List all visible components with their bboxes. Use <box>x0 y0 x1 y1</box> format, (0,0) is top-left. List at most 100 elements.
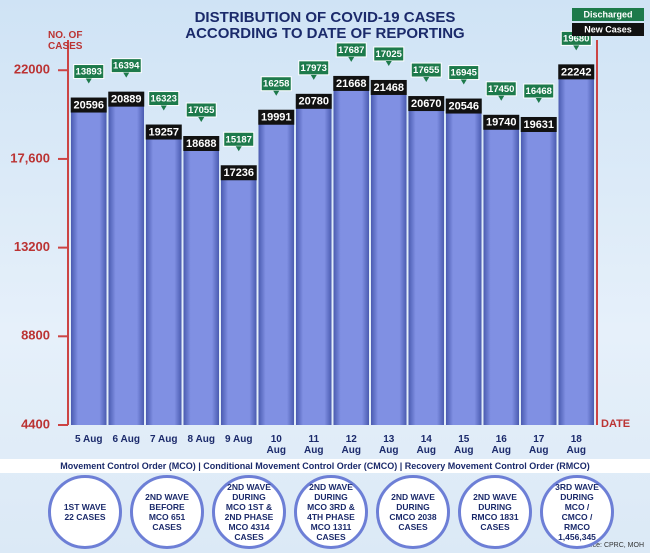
discharged-label: 15187 <box>226 134 252 145</box>
legend-swatch <box>572 8 644 21</box>
bar <box>221 166 257 426</box>
bar <box>296 94 332 426</box>
new-cases-label: 20780 <box>298 96 329 108</box>
new-cases-label-box <box>333 75 370 91</box>
discharged-label: 16468 <box>526 86 552 97</box>
x-tick-label: 16 Aug <box>491 434 511 456</box>
discharged-pointer <box>123 72 130 78</box>
discharged-label: 17025 <box>376 49 403 60</box>
bar <box>258 110 294 426</box>
new-cases-label: 19740 <box>486 117 517 129</box>
legend-swatch <box>572 23 644 36</box>
wave-circle: 2ND WAVE DURING CMCO 2038 CASES <box>376 475 450 549</box>
new-cases-label-box <box>558 64 595 80</box>
new-cases-label-box <box>445 98 482 114</box>
discharged-pointer <box>535 97 542 103</box>
discharged-label: 17055 <box>188 105 215 116</box>
new-cases-label: 20670 <box>411 98 442 110</box>
new-cases-label: 20596 <box>73 99 104 111</box>
discharged-pointer <box>198 116 205 122</box>
discharged-label: 17450 <box>488 84 514 95</box>
discharged-label: 16394 <box>113 61 140 72</box>
discharged-pointer <box>160 105 167 111</box>
discharged-label: 17687 <box>338 45 364 56</box>
discharged-pointer <box>235 146 242 152</box>
wave-circle: 2ND WAVE DURING MCO 3RD & 4TH PHASE MCO … <box>294 475 368 549</box>
discharged-label: 16258 <box>263 79 289 90</box>
wave-circle: 2ND WAVE DURING MCO 1ST & 2ND PHASE MCO … <box>212 475 286 549</box>
discharged-pointer <box>573 45 580 51</box>
y-tick-label: 13200 <box>14 239 50 254</box>
new-cases-label-box <box>258 109 295 125</box>
discharged-label: 16323 <box>151 94 177 105</box>
x-tick-label: 8 Aug <box>187 434 215 445</box>
discharged-pointer <box>273 90 280 96</box>
wave-circle: 1ST WAVE 22 CASES <box>48 475 122 549</box>
new-cases-label-box <box>370 79 407 95</box>
bar <box>71 98 107 425</box>
x-tick-label: 15 Aug <box>454 434 474 456</box>
x-tick-label: 10 Aug <box>266 434 286 456</box>
new-cases-label-box <box>70 97 107 113</box>
bar <box>108 92 144 426</box>
chart-title: DISTRIBUTION OF COVID-19 CASES ACCORDING… <box>185 9 465 42</box>
new-cases-label: 19631 <box>523 119 554 131</box>
wave-circle: 2ND WAVE BEFORE MCO 651 CASES <box>130 475 204 549</box>
bar <box>483 115 519 425</box>
discharged-pointer <box>348 56 355 62</box>
discharged-label: 19680 <box>563 33 589 44</box>
x-tick-label: 18 Aug <box>566 434 586 456</box>
discharged-pointer <box>310 74 317 80</box>
x-tick-label: 12 Aug <box>341 434 361 456</box>
x-tick-label: 5 Aug <box>75 434 103 445</box>
new-cases-label: 20889 <box>111 94 142 106</box>
discharged-pointer <box>498 95 505 101</box>
new-cases-label-box <box>183 135 220 151</box>
new-cases-label: 18688 <box>186 138 217 150</box>
bar <box>408 97 444 426</box>
bar <box>371 80 407 425</box>
new-cases-label: 21468 <box>373 82 404 94</box>
discharged-label: 17973 <box>301 63 327 74</box>
x-tick-label: 14 Aug <box>416 434 436 456</box>
bar <box>183 136 219 425</box>
new-cases-label: 22242 <box>561 66 592 78</box>
new-cases-label: 19991 <box>261 112 292 124</box>
y-axis-label: NO. OF CASES <box>48 30 83 52</box>
new-cases-label: 17236 <box>223 167 254 179</box>
bar <box>558 65 594 425</box>
y-tick-label: 4400 <box>21 416 50 431</box>
footer-note: Movement Control Order (MCO) | Condition… <box>0 459 650 473</box>
source: Source: CPRC, MOH <box>577 542 644 549</box>
bar <box>446 99 482 425</box>
y-tick-label: 17,600 <box>10 150 50 165</box>
x-tick-label: 9 Aug <box>225 434 253 445</box>
discharged-pointer <box>85 78 92 84</box>
discharged-label: 16945 <box>451 68 478 79</box>
new-cases-label-box <box>220 165 257 181</box>
x-tick-label: 17 Aug <box>529 434 549 456</box>
discharged-pointer <box>385 60 392 66</box>
legend-label: Discharged <box>583 9 632 19</box>
x-tick-label: 6 Aug <box>112 434 140 445</box>
x-tick-label: 11 Aug <box>304 434 324 456</box>
discharged-label: 13893 <box>76 67 102 78</box>
discharged-label: 17655 <box>413 65 440 76</box>
discharged-pointer <box>423 77 430 83</box>
new-cases-label: 20546 <box>448 100 479 112</box>
new-cases-label-box <box>145 124 182 140</box>
discharged-pointer <box>460 79 467 85</box>
new-cases-label: 21668 <box>336 78 367 90</box>
legend-label: New Cases <box>584 24 632 34</box>
y-tick-label: 22000 <box>14 62 50 77</box>
wave-circle: 2ND WAVE DURING RMCO 1831 CASES <box>458 475 532 549</box>
bar <box>146 125 182 426</box>
new-cases-label-box <box>295 93 332 109</box>
x-tick-label: 7 Aug <box>150 434 178 445</box>
x-tick-label: 13 Aug <box>379 434 399 456</box>
bar <box>521 117 557 425</box>
new-cases-label-box <box>483 114 520 130</box>
new-cases-label-box <box>520 116 557 132</box>
